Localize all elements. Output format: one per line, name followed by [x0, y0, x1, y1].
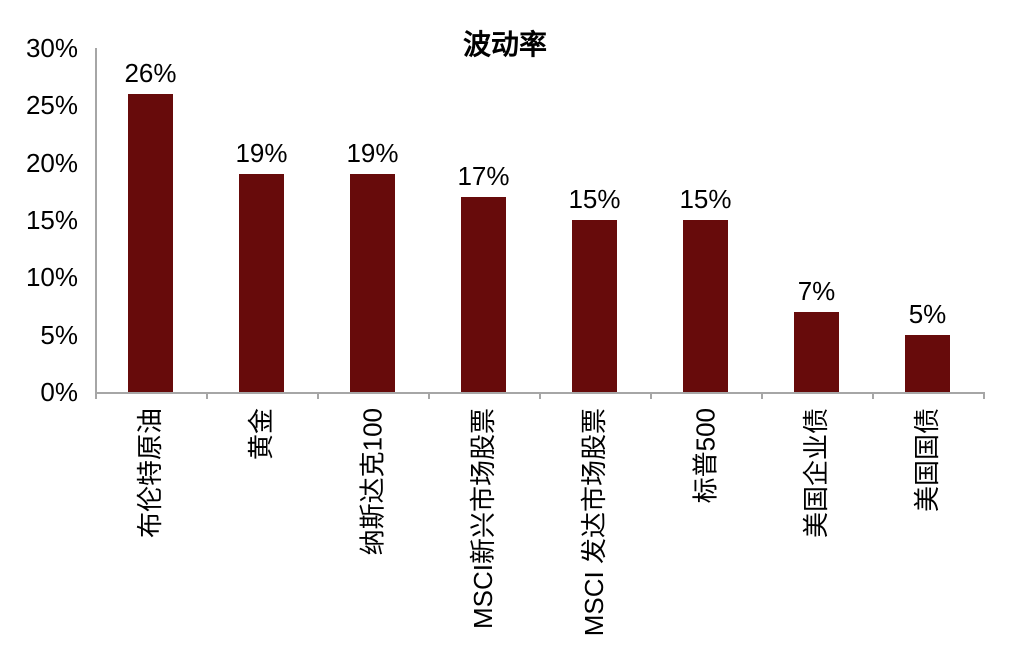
bar-value-label: 15% — [679, 184, 732, 214]
bar — [905, 335, 950, 392]
x-axis-tick — [872, 392, 874, 399]
category-label-text: 标普500 — [690, 408, 721, 504]
chart-title: 波动率 — [462, 29, 547, 60]
y-tick-label: 5% — [40, 319, 78, 350]
bar — [683, 220, 728, 392]
bar-value-label: 19% — [346, 138, 399, 168]
x-axis-tick — [539, 392, 541, 399]
x-axis-tick — [206, 392, 208, 399]
y-tick-label: 15% — [25, 205, 78, 235]
y-tick-label: 30% — [25, 33, 78, 63]
bar-value-label: 17% — [457, 161, 510, 191]
y-tick-label: 0% — [40, 377, 78, 407]
category-label-text: MSCI新兴市场股票 — [468, 408, 499, 630]
x-axis-tick — [95, 392, 97, 399]
bar-value-label: 15% — [568, 184, 621, 214]
category-label-text: MSCI 发达市场股票 — [579, 408, 610, 637]
category-label-text: 美国企业债 — [801, 408, 832, 539]
bar-value-label: 7% — [797, 276, 836, 306]
bar — [461, 197, 506, 392]
y-tick-label: 10% — [25, 262, 78, 293]
bar-value-label: 19% — [235, 138, 288, 168]
category-label-text: 黄金 — [246, 408, 277, 461]
x-axis-tick — [650, 392, 652, 399]
category-label-text: 布伦特原油 — [135, 408, 166, 539]
bar — [239, 174, 284, 392]
bar — [572, 220, 617, 392]
category-label-text: 美国国债 — [912, 408, 943, 513]
category-label-text: 纳斯达克100 — [357, 408, 388, 556]
bar — [350, 174, 395, 392]
y-tick-label: 20% — [25, 147, 78, 178]
bar-value-label: 5% — [908, 299, 947, 329]
bar — [794, 312, 839, 392]
x-axis-tick — [428, 392, 430, 399]
x-axis-tick — [317, 392, 319, 399]
y-tick-label: 25% — [25, 90, 78, 121]
bar — [128, 94, 173, 392]
x-axis-tick — [983, 392, 985, 399]
bar-value-label: 26% — [124, 58, 177, 88]
x-axis-tick — [761, 392, 763, 399]
y-axis-line — [95, 48, 97, 392]
